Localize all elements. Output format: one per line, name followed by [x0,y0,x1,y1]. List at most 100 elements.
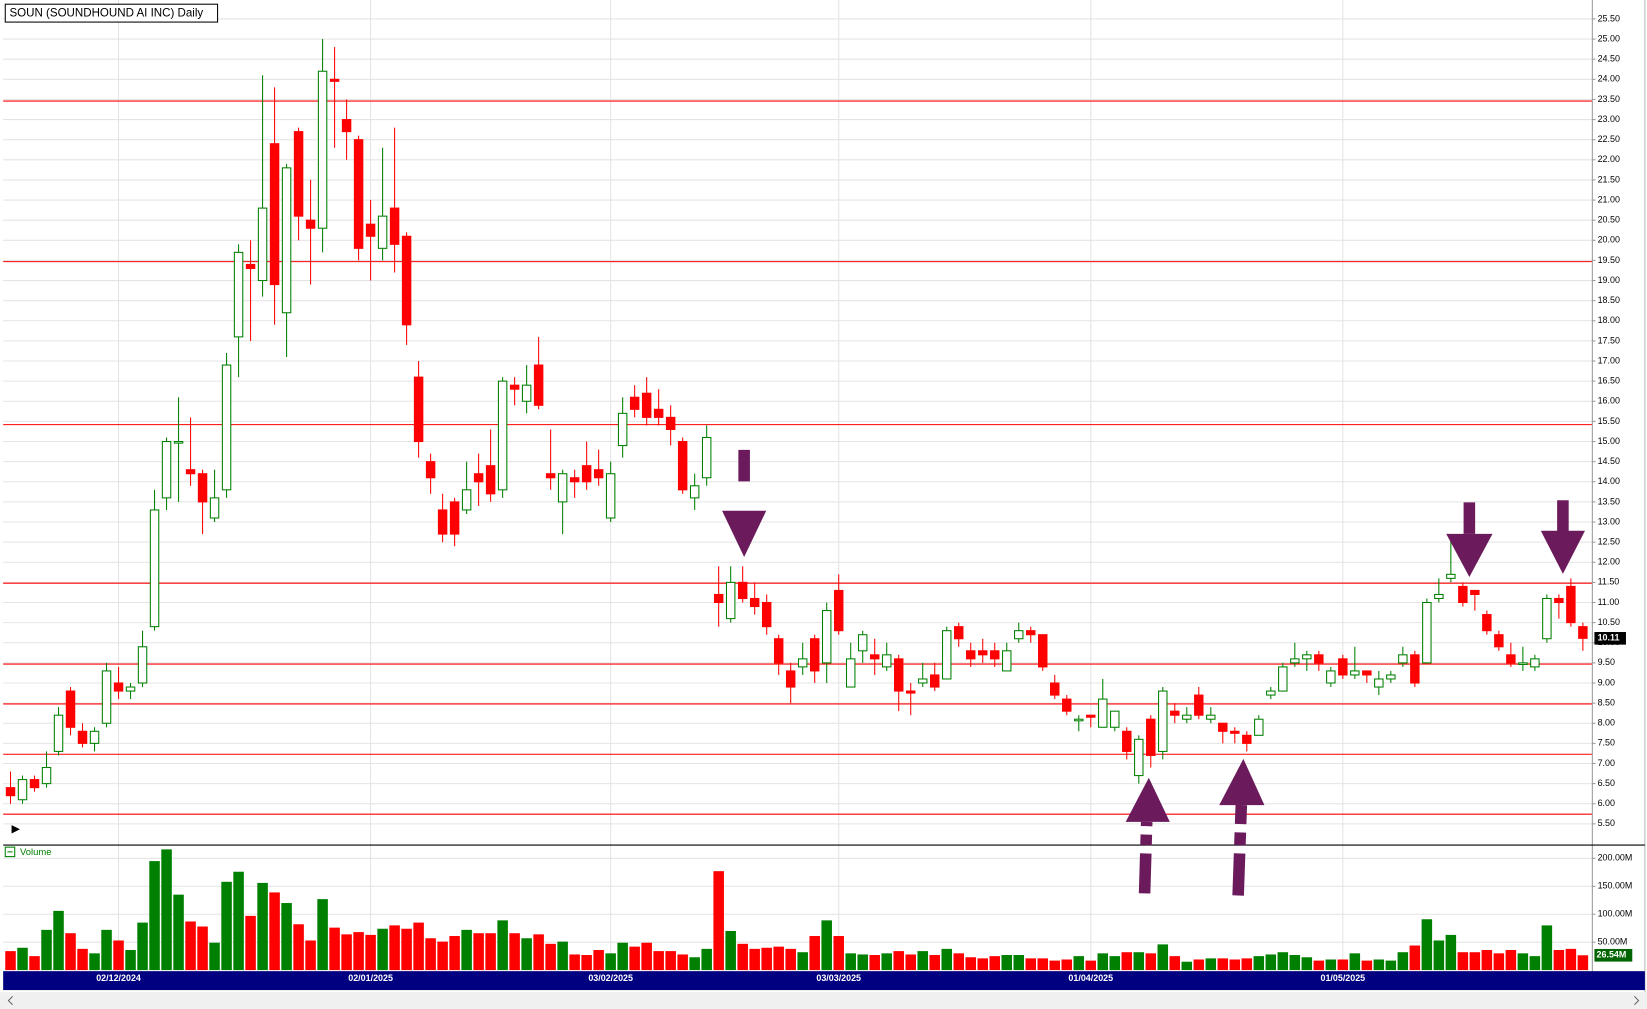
volume-bar [617,942,628,971]
volume-bar [365,934,376,971]
scroll-right[interactable] [1634,996,1640,1006]
candle-body [245,263,256,269]
candle-body [1074,718,1084,722]
y-tick-label: 9.00 [1598,677,1615,687]
candle-body [353,139,364,249]
candle-body [1194,694,1204,716]
candle-body [257,207,268,282]
volume-bar [1529,956,1541,971]
arrow-head [1446,533,1493,578]
volume-bar [437,941,448,971]
volume-bar [857,954,868,971]
candle-body [1302,654,1312,660]
volume-bar [1433,940,1445,971]
y-tick-label: 17.50 [1598,335,1620,345]
candle-body [593,469,604,479]
volume-bar [305,940,316,971]
volume-bar [293,924,304,971]
y-tick-label: 22.00 [1598,154,1620,164]
arrow-head [1125,777,1170,822]
volume-bar [845,953,856,971]
candle-body [365,223,376,237]
volume-bar [1457,952,1469,971]
y-tick-label: 5.50 [1598,818,1615,828]
candle-body [809,638,820,672]
volume-bar [1385,960,1397,971]
volume-bar [1073,956,1085,971]
candle-body [53,714,64,752]
x-tick-label: 03/02/2025 [588,973,633,983]
candle-body [1494,634,1504,648]
arrow-head [1540,530,1585,574]
candle-body [1086,714,1096,718]
volume-bar [1253,956,1265,971]
y-tick-label: 20.00 [1598,235,1620,245]
candle-body [713,593,724,604]
candle-body [785,670,796,688]
y-tick-label: 9.50 [1598,657,1615,667]
scrollbar[interactable] [0,992,1647,1009]
candle-body [1314,654,1324,664]
volume-bar [569,954,580,971]
candle-body [653,408,664,418]
candle-body [1002,650,1012,672]
volume-bar [17,947,28,971]
y-tick-label: 11.00 [1598,597,1620,607]
volume-bar [401,928,412,971]
candle-body [1410,654,1420,684]
volume-bar [341,934,352,971]
candle-body [749,597,760,608]
scroll-left[interactable] [7,996,13,1006]
volume-tick-label: 50.00M [1598,937,1628,947]
date-bar [3,971,1645,991]
volume-bar [1049,960,1061,971]
candle-body [77,730,88,744]
candle-body [1278,666,1288,692]
candle-body [1554,597,1564,604]
x-tick-label: 02/12/2024 [96,973,141,983]
volume-bar [653,951,664,971]
volume-bar [737,943,748,971]
volume-bar [785,948,796,971]
play-icon[interactable] [11,825,20,834]
candle-body [1338,658,1348,676]
annotation-arrows [722,449,1585,896]
y-tick-label: 15.00 [1598,436,1620,446]
arrow-head [1219,758,1265,806]
volume-bar [1229,959,1241,971]
candle-body [521,384,532,402]
candle-body [797,658,808,668]
volume-bar [1145,953,1157,971]
volume-bar [329,927,340,971]
volume-bar [509,933,520,971]
candle-body [629,396,640,410]
candle-body [605,473,616,519]
volume-bar [53,910,64,971]
y-tick-label: 23.00 [1598,114,1620,124]
volume-bar [1013,955,1025,971]
volume-bar [941,948,952,971]
volume-bar [1061,959,1073,971]
candle-body [425,461,436,479]
y-tick-label: 12.50 [1598,536,1620,546]
candle-body [1470,589,1480,595]
candle-body [197,473,208,503]
volume-bar [869,955,880,971]
volume-bar [77,948,88,971]
y-tick-label: 16.50 [1598,376,1620,386]
volume-bar [389,925,400,971]
y-tick-label: 24.50 [1598,54,1620,64]
y-tick-label: 10.50 [1598,617,1620,627]
volume-bar [701,948,712,971]
volume-bar [317,899,328,971]
candle-body [1374,678,1384,688]
candle-body [41,766,52,785]
candle-body [893,658,904,692]
volume-legend: Volume [20,847,51,858]
candle-body [293,131,304,217]
volume-bar [1265,954,1277,971]
y-tick-label: 18.50 [1598,295,1620,305]
chart-title: SOUN (SOUNDHOUND AI INC) Daily [9,8,203,20]
candle-body [990,650,1000,660]
